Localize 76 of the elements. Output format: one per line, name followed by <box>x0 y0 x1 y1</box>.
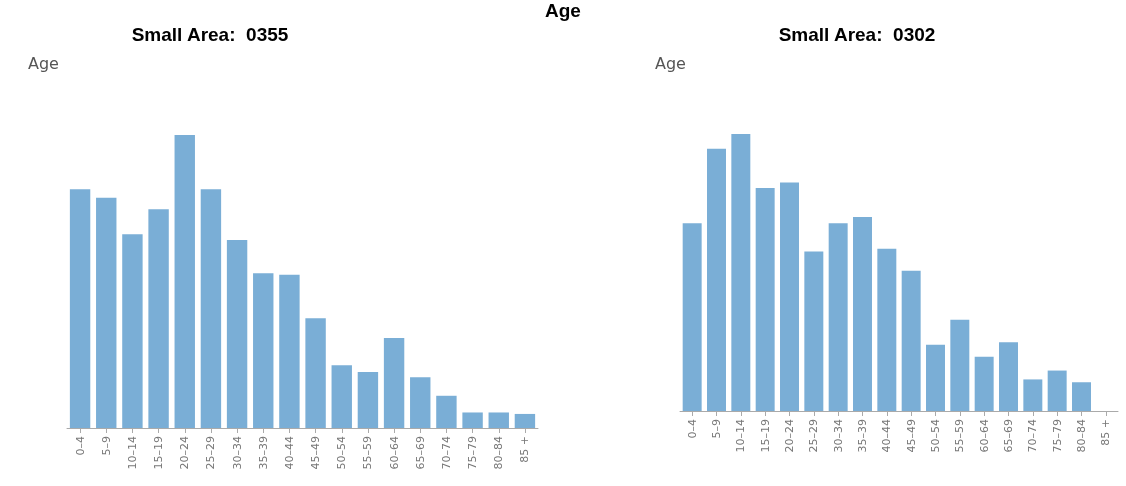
x-tick-label: 30–34 <box>831 419 845 453</box>
x-tick-label: 60–64 <box>977 419 991 453</box>
bar <box>755 188 775 411</box>
x-tick-label: 80–84 <box>492 436 506 470</box>
bar <box>331 365 352 428</box>
x-tick-label: 55–59 <box>953 419 967 453</box>
bar <box>828 223 848 411</box>
chart-title: Small Area: 0302 <box>778 24 936 45</box>
bar <box>410 377 431 428</box>
x-tick-label: 85 + <box>1099 419 1113 446</box>
x-tick-label: 55–59 <box>361 436 375 470</box>
x-tick-label: 10–14 <box>734 419 748 453</box>
x-tick-label: 0–4 <box>73 436 87 456</box>
x-tick-label: 75–79 <box>1050 419 1064 453</box>
x-tick-label: 45–49 <box>309 436 323 470</box>
x-tick-label: 30–34 <box>230 436 244 470</box>
x-tick-label: 65–69 <box>1002 419 1015 453</box>
bar <box>226 239 248 428</box>
y-axis-title: Age <box>28 53 59 73</box>
x-tick-label: 0–4 <box>685 419 699 439</box>
text: Age <box>544 0 582 22</box>
bar <box>174 135 195 428</box>
bar <box>804 251 824 411</box>
bar <box>1072 382 1091 411</box>
chart-title: Small Area: 0355 <box>131 24 289 45</box>
x-tick-label: 70–74 <box>439 436 453 470</box>
x-tick-label: 15–19 <box>758 419 772 453</box>
bar <box>122 234 143 428</box>
x-tick-label: 85 + <box>518 436 532 463</box>
x-tick-label: 35–39 <box>856 419 869 453</box>
x-tick-label: 5–9 <box>99 436 113 456</box>
x-tick-label: 40–44 <box>282 436 296 470</box>
bar <box>682 223 702 411</box>
x-tick-label: 60–64 <box>387 436 401 470</box>
bar <box>200 189 222 428</box>
bar <box>974 356 994 411</box>
bar <box>707 148 726 411</box>
bar <box>357 372 379 428</box>
bar <box>436 395 457 428</box>
x-tick-label: 35–39 <box>256 436 270 470</box>
x-tick-label: 10–14 <box>125 436 139 470</box>
bar <box>853 217 872 411</box>
y-axis-title: Age <box>655 53 686 73</box>
x-tick-label: 50–54 <box>335 436 349 470</box>
x-tick-label: 50–54 <box>929 419 942 453</box>
x-tick-label: 45–49 <box>904 419 918 453</box>
x-tick-label: 5–9 <box>710 419 723 439</box>
bar <box>1023 379 1043 411</box>
x-tick-label: 25–29 <box>204 436 218 470</box>
x-tick-label: 20–24 <box>783 419 796 453</box>
x-tick-label: 15–19 <box>152 436 166 470</box>
bar <box>901 270 921 411</box>
bar <box>731 134 751 411</box>
bar <box>1047 370 1067 411</box>
bar <box>96 197 117 428</box>
x-tick-label: 25–29 <box>807 419 821 453</box>
x-tick-label: 75–79 <box>466 436 480 470</box>
bar <box>999 342 1018 411</box>
bar <box>780 182 799 411</box>
bar <box>950 319 970 411</box>
bar <box>462 412 483 428</box>
bar <box>877 248 897 411</box>
x-tick-label: 80–84 <box>1075 419 1088 453</box>
bar <box>148 209 169 428</box>
x-tick-label: 20–24 <box>178 436 192 470</box>
x-tick-label: 40–44 <box>880 419 894 453</box>
bar <box>69 189 91 428</box>
bar <box>279 274 300 428</box>
bar <box>253 273 274 428</box>
bar <box>383 338 405 428</box>
x-tick-label: 70–74 <box>1026 419 1040 453</box>
bar <box>514 413 536 428</box>
bar <box>926 344 945 411</box>
bar <box>488 412 509 428</box>
x-tick-label: 65–69 <box>413 436 427 470</box>
bar <box>305 318 326 428</box>
